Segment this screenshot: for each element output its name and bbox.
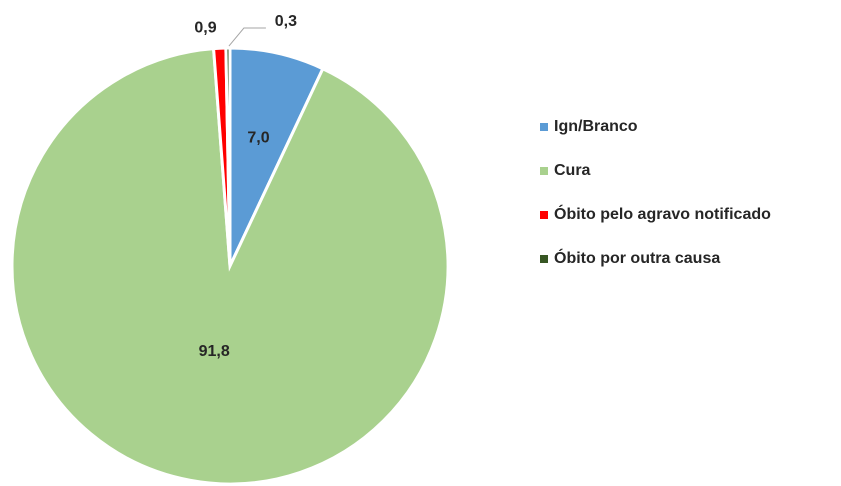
legend-label: Óbito por outra causa (554, 248, 720, 267)
legend-label: Cura (554, 162, 591, 179)
pie-slice (224, 46, 232, 267)
legend-swatch (540, 255, 548, 263)
pie-slice (10, 47, 450, 486)
data-label: 0,3 (275, 13, 297, 30)
legend-swatch (540, 211, 548, 219)
legend-swatch (540, 123, 548, 131)
legend-label: Óbito pelo agravo notificado (554, 204, 771, 223)
leader-line (228, 27, 266, 47)
data-label: 0,9 (194, 19, 216, 36)
data-label: 91,8 (199, 343, 230, 360)
data-label: 7,0 (247, 130, 269, 147)
legend-swatch (540, 167, 548, 175)
legend-label: Ign/Branco (554, 118, 638, 135)
